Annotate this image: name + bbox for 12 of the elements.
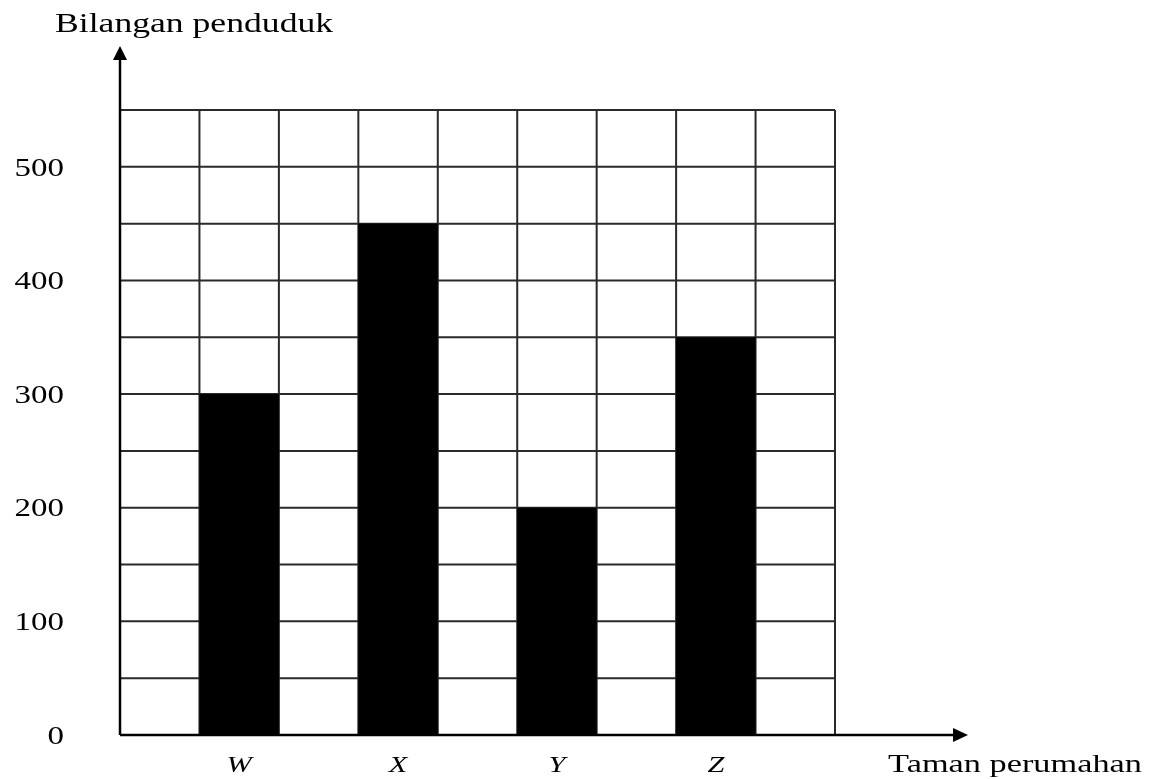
x-tick-label: Y (548, 751, 569, 778)
y-tick-label: 0 (47, 721, 64, 749)
y-tick-label: 100 (14, 607, 64, 636)
y-tick-label: 200 (14, 494, 64, 522)
x-tick-label: W (226, 751, 255, 778)
y-axis-title: Bilangan penduduk (55, 8, 334, 38)
y-tick-label: 400 (14, 267, 64, 295)
y-tick-label: 500 (14, 153, 64, 181)
y-tick-label: 300 (14, 380, 64, 408)
x-tick-label: Z (707, 751, 726, 778)
x-tick-label: X (387, 751, 410, 778)
x-axis-title: Taman perumahan (888, 748, 1142, 778)
